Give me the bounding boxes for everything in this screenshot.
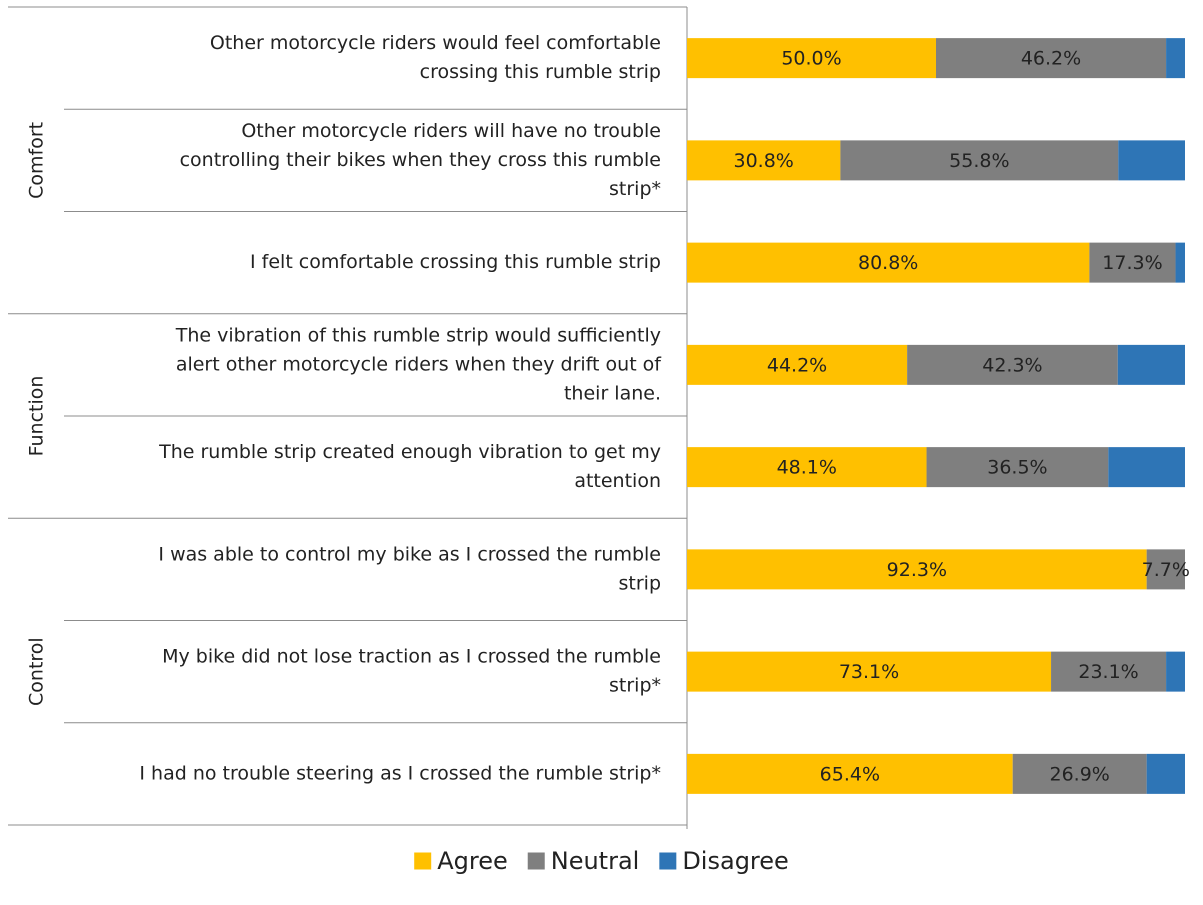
data-label-neutral: 42.3% xyxy=(982,354,1042,376)
category-label-line: The rumble strip created enough vibratio… xyxy=(158,441,661,463)
bar-agree xyxy=(687,38,936,79)
category-label-line: alert other motorcycle riders when they … xyxy=(176,353,662,375)
bar-disagree xyxy=(1108,447,1185,488)
legend-swatch-disagree xyxy=(659,852,677,870)
group-labels: Comfort Function Control xyxy=(26,122,48,706)
bar-disagree xyxy=(1166,651,1185,692)
data-label-agree: 73.1% xyxy=(839,661,899,683)
bar-disagree xyxy=(1175,242,1185,283)
data-label-neutral: 23.1% xyxy=(1078,661,1138,683)
legend-label-neutral: Neutral xyxy=(551,847,640,875)
category-label-line: I was able to control my bike as I cross… xyxy=(158,543,661,565)
bar-disagree xyxy=(1118,140,1185,181)
category-label-line: their lane. xyxy=(564,382,661,404)
category-label: Other motorcycle riders would feel comfo… xyxy=(210,32,661,83)
bar-agree xyxy=(687,753,1013,794)
category-label-line: strip* xyxy=(609,675,661,697)
category-label-line: crossing this rumble strip xyxy=(420,61,661,83)
data-label-neutral: 46.2% xyxy=(1021,48,1081,70)
category-label-line: I had no trouble steering as I crossed t… xyxy=(139,762,661,784)
bar-agree xyxy=(687,447,927,488)
category-axis-frame xyxy=(8,6,688,829)
bar-neutral xyxy=(1012,753,1147,794)
category-label-line: The vibration of this rumble strip would… xyxy=(175,324,661,346)
bars xyxy=(687,38,1185,794)
legend-label-agree: Agree xyxy=(437,847,508,875)
bar-disagree xyxy=(1146,753,1185,794)
legend-label-disagree: Disagree xyxy=(682,847,788,875)
category-label: Other motorcycle riders will have no tro… xyxy=(180,120,661,200)
data-label-agree: 80.8% xyxy=(858,252,918,274)
bar-neutral xyxy=(1089,242,1176,283)
bar-agree xyxy=(687,344,908,385)
data-label-neutral: 17.3% xyxy=(1102,252,1162,274)
legend: Agree Neutral Disagree xyxy=(414,847,789,875)
category-label: I had no trouble steering as I crossed t… xyxy=(139,762,661,784)
category-label: My bike did not lose traction as I cross… xyxy=(162,646,661,697)
data-label-agree: 44.2% xyxy=(767,354,827,376)
data-label-agree: 92.3% xyxy=(887,559,947,581)
legend-swatch-neutral xyxy=(527,852,545,870)
legend-swatch-agree xyxy=(414,852,432,870)
category-label-line: strip* xyxy=(609,178,661,200)
bar-disagree xyxy=(1117,344,1185,385)
group-label-function: Function xyxy=(26,376,48,457)
category-label-line: attention xyxy=(574,470,661,492)
data-label-neutral: 55.8% xyxy=(949,150,1009,172)
bar-neutral xyxy=(907,344,1118,385)
group-label-control: Control xyxy=(26,637,48,706)
bar-disagree xyxy=(1166,38,1185,79)
data-label-agree: 50.0% xyxy=(781,48,841,70)
bar-agree xyxy=(687,242,1090,283)
category-label: I was able to control my bike as I cross… xyxy=(158,543,661,594)
data-label-agree: 30.8% xyxy=(734,150,794,172)
data-label-agree: 65.4% xyxy=(820,763,880,785)
category-label: I felt comfortable crossing this rumble … xyxy=(250,251,661,273)
bar-agree xyxy=(687,651,1052,692)
category-labels: Other motorcycle riders would feel comfo… xyxy=(139,32,662,784)
data-label-agree: 48.1% xyxy=(777,457,837,479)
data-label-neutral: 26.9% xyxy=(1049,763,1109,785)
data-label-neutral: 36.5% xyxy=(987,457,1047,479)
bar-neutral xyxy=(926,447,1109,488)
category-label-line: controlling their bikes when they cross … xyxy=(180,149,661,171)
category-label-line: My bike did not lose traction as I cross… xyxy=(162,646,661,668)
category-label-line: Other motorcycle riders would feel comfo… xyxy=(210,32,661,54)
bar-agree xyxy=(687,549,1147,590)
category-label-line: strip xyxy=(619,572,662,594)
category-label: The vibration of this rumble strip would… xyxy=(175,324,663,404)
group-label-comfort: Comfort xyxy=(26,122,48,199)
data-label-neutral: 7.7% xyxy=(1142,559,1190,581)
bar-agree xyxy=(687,140,841,181)
category-label-line: Other motorcycle riders will have no tro… xyxy=(241,120,661,142)
bar-neutral xyxy=(1146,549,1185,590)
category-label: The rumble strip created enough vibratio… xyxy=(158,441,661,492)
bar-neutral xyxy=(936,38,1167,79)
bar-neutral xyxy=(840,140,1119,181)
data-labels: 50.0% 46.2% 30.8% 55.8% 80.8% 17.3% 44.2% 42.3%… xyxy=(734,48,1190,786)
category-label-line: I felt comfortable crossing this rumble … xyxy=(250,251,661,273)
bar-neutral xyxy=(1051,651,1167,692)
